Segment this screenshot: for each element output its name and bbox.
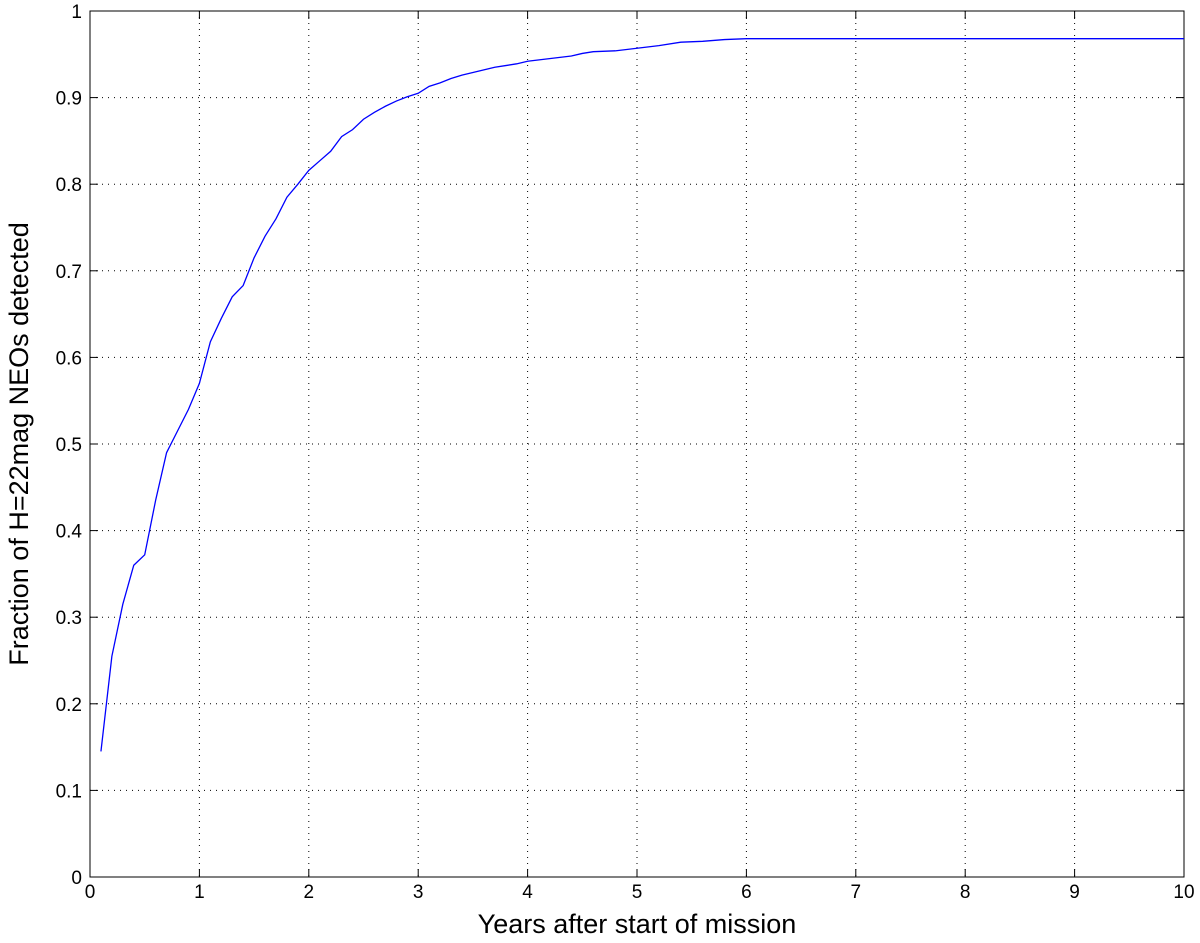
data-line [100,38,1184,752]
x-tick-label: 7 [851,882,862,903]
x-tick-label: 3 [413,882,424,903]
x-tick-label: 6 [741,882,752,903]
y-tick-label: 0.1 [56,781,82,802]
y-tick-label: 0.3 [56,608,82,629]
y-tick-label: 0.7 [56,262,82,283]
x-tick-label: 4 [522,882,533,903]
y-tick-label: 0.5 [56,435,82,456]
y-tick-label: 0 [71,868,82,889]
x-axis-label: Years after start of mission [478,909,797,939]
x-tick-label: 1 [194,882,205,903]
y-tick-label: 0.8 [56,175,82,196]
y-tick-label: 0.2 [56,695,82,716]
x-tick-label: 9 [1069,882,1080,903]
y-axis-label: Fraction of H=22mag NEOs detected [4,222,34,665]
x-tick-label: 2 [304,882,315,903]
y-tick-label: 1 [71,2,82,23]
y-tick-label: 0.9 [56,89,82,110]
x-tick-label: 8 [960,882,971,903]
y-tick-label: 0.4 [56,522,83,543]
y-tick-label: 0.6 [56,348,82,369]
x-tick-label: 5 [632,882,643,903]
x-tick-label: 10 [1173,882,1194,903]
x-tick-label: 0 [85,882,96,903]
